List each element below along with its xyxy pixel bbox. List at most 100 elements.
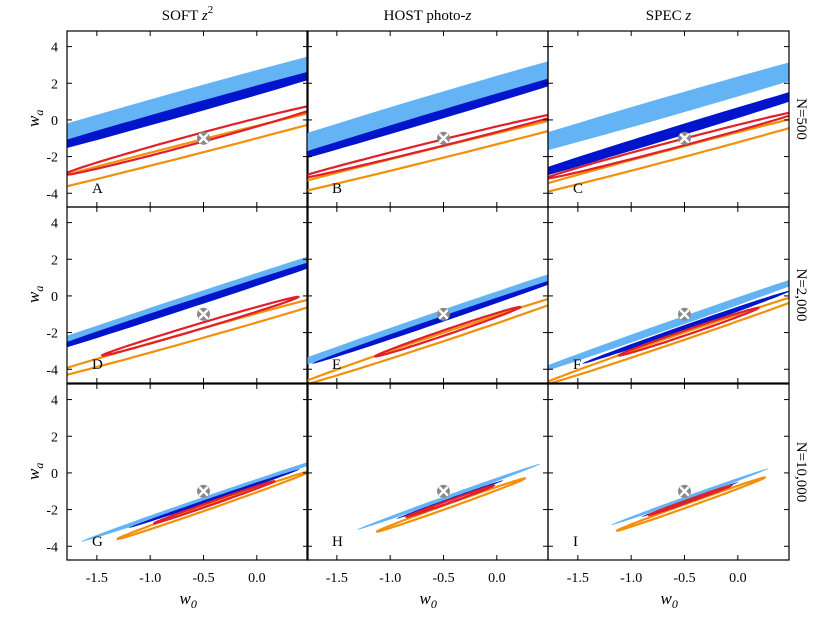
fiducial-marker [677, 307, 691, 321]
contour-outer-fill [81, 462, 308, 542]
x-tick-label: -0.5 [432, 571, 454, 586]
x-tick-label: 0.0 [248, 571, 266, 586]
panel-c [548, 62, 789, 193]
x-axis-label: w0 [420, 589, 437, 611]
column-title: HOST photo-z [384, 8, 472, 24]
x-tick-label: -1.5 [326, 571, 348, 586]
x-tick-label: -0.5 [192, 571, 214, 586]
contour-orange-line [67, 112, 308, 188]
contour-outer-fill [548, 279, 789, 371]
panel-letter: E [332, 357, 341, 373]
fiducial-marker [196, 484, 210, 498]
panel-h [357, 463, 541, 533]
contour-outer-fill [548, 62, 789, 151]
y-tick-label: 4 [51, 217, 58, 232]
contour-orange-line [307, 297, 548, 383]
column-title: SPEC z [646, 8, 692, 24]
y-tick-label: -2 [46, 151, 58, 166]
y-tick-label: 2 [51, 253, 58, 268]
contour-outer-fill [611, 468, 769, 526]
panel-a [67, 56, 308, 188]
panel-letter: A [92, 181, 103, 197]
contour-red-line [548, 111, 789, 180]
contour-inner-fill [67, 71, 308, 149]
y-tick-label: 0 [51, 467, 58, 482]
panel-i [611, 468, 769, 532]
x-tick-label: -1.0 [379, 571, 401, 586]
contour-red-line [617, 306, 761, 357]
contour-inner-fill [312, 280, 548, 364]
fiducial-marker [436, 484, 450, 498]
x-tick-label: -1.0 [620, 571, 642, 586]
contour-orange-line [616, 476, 766, 532]
x-tick-label: 0.0 [729, 571, 747, 586]
row-label: N=500 [793, 98, 809, 140]
contour-inner-fill [67, 262, 308, 348]
contour-inner-fill [582, 290, 789, 364]
y-tick-label: -2 [46, 327, 58, 342]
panel-b [307, 61, 548, 192]
contour-inner-fill [307, 78, 548, 159]
y-tick-label: -4 [46, 187, 58, 202]
x-tick-label: 0.0 [488, 571, 506, 586]
contour-outer-fill [357, 463, 541, 530]
fiducial-marker [436, 307, 450, 321]
y-tick-label: -4 [46, 363, 58, 378]
panel-frame [66, 383, 309, 561]
panel-letter: H [332, 534, 343, 550]
y-axis-label: wa [24, 463, 46, 480]
y-tick-label: -2 [46, 504, 58, 519]
contour-outer-fill [307, 274, 548, 365]
contour-orange-line [116, 470, 308, 540]
x-tick-label: -1.5 [567, 571, 589, 586]
y-tick-label: 2 [51, 77, 58, 92]
panel-frame [66, 206, 309, 384]
panel-e [307, 274, 548, 383]
row-label: N=2,000 [793, 268, 809, 321]
contour-red-line [67, 105, 308, 176]
panel-frame [547, 206, 790, 384]
contour-red-line [100, 295, 301, 357]
fiducial-marker [196, 131, 210, 145]
y-tick-label: 4 [51, 41, 58, 56]
y-axis-label: wa [24, 110, 46, 127]
contour-outer-fill [307, 61, 548, 152]
contour-inner-fill [128, 469, 300, 528]
x-tick-label: -1.5 [86, 571, 108, 586]
x-tick-label: -0.5 [673, 571, 695, 586]
fiducial-marker [196, 307, 210, 321]
fiducial-marker [677, 484, 691, 498]
panel-letter: F [573, 357, 581, 373]
panel-letter: I [573, 534, 578, 550]
contour-red-line [648, 484, 734, 517]
panel-letter: B [332, 181, 342, 197]
x-axis-label: w0 [661, 589, 678, 611]
contour-red-line [405, 484, 496, 518]
row-label: N=10,000 [793, 442, 809, 503]
panel-letter: D [92, 357, 103, 373]
panel-d [67, 256, 308, 376]
panel-letter: C [573, 181, 583, 197]
y-tick-label: 4 [51, 394, 58, 409]
panel-letter: G [92, 534, 103, 550]
contour-orange-line [548, 296, 789, 383]
y-tick-label: 0 [51, 290, 58, 305]
fiducial-marker [436, 131, 450, 145]
panel-f [548, 279, 789, 383]
panel-frame [547, 383, 790, 561]
x-tick-label: -1.0 [139, 571, 161, 586]
x-axis-label: w0 [180, 589, 197, 611]
fiducial-marker [677, 131, 691, 145]
contour-inner-fill [548, 92, 789, 176]
contour-red-line [153, 480, 276, 525]
contour-red-line [307, 113, 548, 179]
contour-red-line [373, 305, 522, 358]
y-tick-label: 2 [51, 430, 58, 445]
panel-g [81, 462, 308, 542]
panel-frame [547, 30, 790, 208]
column-title: SOFT z2 [162, 4, 214, 24]
contour-outer-fill [67, 56, 308, 143]
contour-orange-line [375, 477, 526, 533]
y-tick-label: 0 [51, 114, 58, 129]
